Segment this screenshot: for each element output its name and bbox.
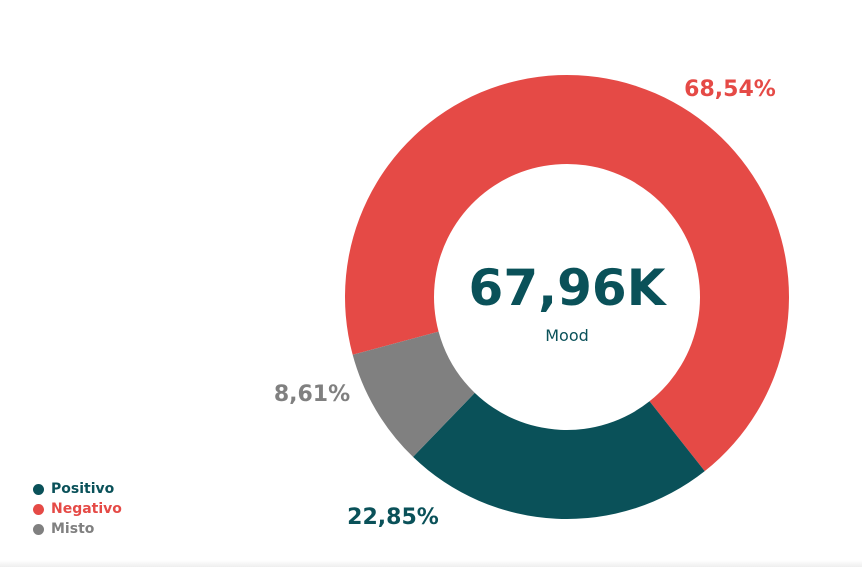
donut-slices <box>345 75 789 520</box>
center-label: Mood <box>545 326 589 345</box>
data-label-positivo: 22,85% <box>347 505 439 530</box>
bottom-edge <box>0 560 862 567</box>
data-label-negativo: 68,54% <box>684 77 776 102</box>
legend-label-positivo: Positivo <box>51 481 115 497</box>
legend-label-misto: Misto <box>51 521 95 537</box>
slice-negativo[interactable] <box>345 75 789 472</box>
data-label-misto: 8,61% <box>274 382 350 407</box>
legend-item-positivo[interactable]: Positivo <box>33 479 122 499</box>
legend: Positivo Negativo Misto <box>33 479 122 539</box>
legend-item-negativo[interactable]: Negativo <box>33 499 122 519</box>
legend-swatch-negativo <box>33 503 44 515</box>
legend-swatch-misto <box>33 523 44 535</box>
slice-labels: 68,54% 22,85% 8,61% <box>274 77 776 530</box>
legend-label-negativo: Negativo <box>51 501 122 517</box>
slice-positivo[interactable] <box>413 392 705 520</box>
legend-item-misto[interactable]: Misto <box>33 519 122 539</box>
legend-swatch-positivo <box>33 483 44 495</box>
slice-misto[interactable] <box>352 331 475 457</box>
center-total: 67,96K <box>469 259 668 317</box>
